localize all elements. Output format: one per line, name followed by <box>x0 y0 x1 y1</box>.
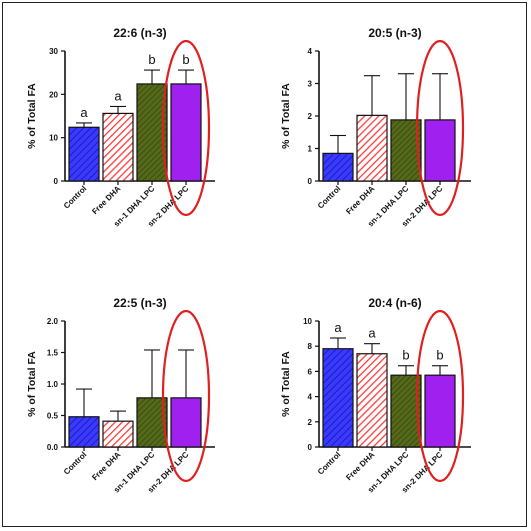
category-label: Free DHA <box>344 184 376 216</box>
highlight-ellipse <box>415 309 465 483</box>
y-tick-label: 10 <box>303 317 312 326</box>
y-tick-label: 6 <box>308 367 313 376</box>
significance-letter: b <box>436 348 443 363</box>
category-label: Control <box>316 450 342 476</box>
bar-sn-1-dha-lpc <box>136 397 168 448</box>
y-tick-label: 10 <box>49 134 58 143</box>
figure-frame: 22:6 (n-3)% of Total FA 0 10 20 30 Control a Fr… <box>2 2 527 527</box>
y-tick-label: 4 <box>308 393 313 402</box>
y-tick-label: 2 <box>308 112 313 121</box>
y-axis-label: % of Total FA <box>280 83 292 149</box>
bar-free-dha <box>102 420 134 448</box>
y-tick-label: 4 <box>308 47 313 56</box>
bar-free-dha <box>356 353 388 448</box>
highlight-ellipse <box>161 309 211 483</box>
bar-control <box>68 416 100 448</box>
bar-control <box>68 126 100 182</box>
chart-title: 20:5 (n-3) <box>368 26 421 40</box>
bar-sn-2-dha-lpc <box>170 397 202 448</box>
y-tick-label: 0 <box>308 177 313 186</box>
bar-control <box>322 152 354 182</box>
y-tick-label: 0 <box>308 443 313 452</box>
chart-title: 20:4 (n-6) <box>368 296 421 310</box>
y-tick-label: 0 <box>54 177 59 186</box>
y-tick-label: 0.5 <box>47 412 59 421</box>
category-label: Free DHA <box>90 450 122 482</box>
y-tick-label: 1.0 <box>47 380 59 389</box>
bar-free-dha <box>356 114 388 182</box>
bar-free-dha <box>102 112 134 182</box>
y-tick-label: 1.5 <box>47 349 59 358</box>
category-label: Free DHA <box>90 184 122 216</box>
chart-title: 22:6 (n-3) <box>113 26 166 40</box>
highlight-ellipse <box>161 39 211 217</box>
y-axis-label: % of Total FA <box>26 351 38 417</box>
y-axis-label: % of Total FA <box>280 351 292 417</box>
category-label: Control <box>62 184 88 210</box>
significance-letter: b <box>182 52 189 67</box>
y-axis-label: % of Total FA <box>26 83 38 149</box>
y-tick-label: 2.0 <box>47 317 59 326</box>
significance-letter: b <box>148 52 155 67</box>
significance-letter: b <box>402 348 409 363</box>
significance-letter: a <box>80 105 88 120</box>
y-tick-label: 0.0 <box>47 443 59 452</box>
y-tick-label: 20 <box>49 90 58 99</box>
highlight-ellipse <box>415 39 465 217</box>
y-tick-label: 8 <box>308 342 313 351</box>
category-label: Control <box>316 184 342 210</box>
category-label: Free DHA <box>344 450 376 482</box>
bar-sn-2-dha-lpc <box>424 119 456 182</box>
y-tick-label: 3 <box>308 80 313 89</box>
significance-letter: a <box>368 326 376 341</box>
y-tick-label: 1 <box>308 145 313 154</box>
bar-sn-1-dha-lpc <box>390 374 422 448</box>
significance-letter: a <box>114 88 122 103</box>
y-tick-label: 2 <box>308 418 313 427</box>
figure-svg: 22:6 (n-3)% of Total FA0102030ControlaFr… <box>26 26 471 495</box>
category-label: Control <box>62 450 88 476</box>
significance-letter: a <box>334 320 342 335</box>
bar-control <box>322 348 354 448</box>
y-tick-label: 30 <box>49 47 58 56</box>
bar-sn-2-dha-lpc <box>170 83 202 182</box>
chart-title: 22:5 (n-3) <box>113 296 166 310</box>
bar-sn-2-dha-lpc <box>424 374 456 448</box>
